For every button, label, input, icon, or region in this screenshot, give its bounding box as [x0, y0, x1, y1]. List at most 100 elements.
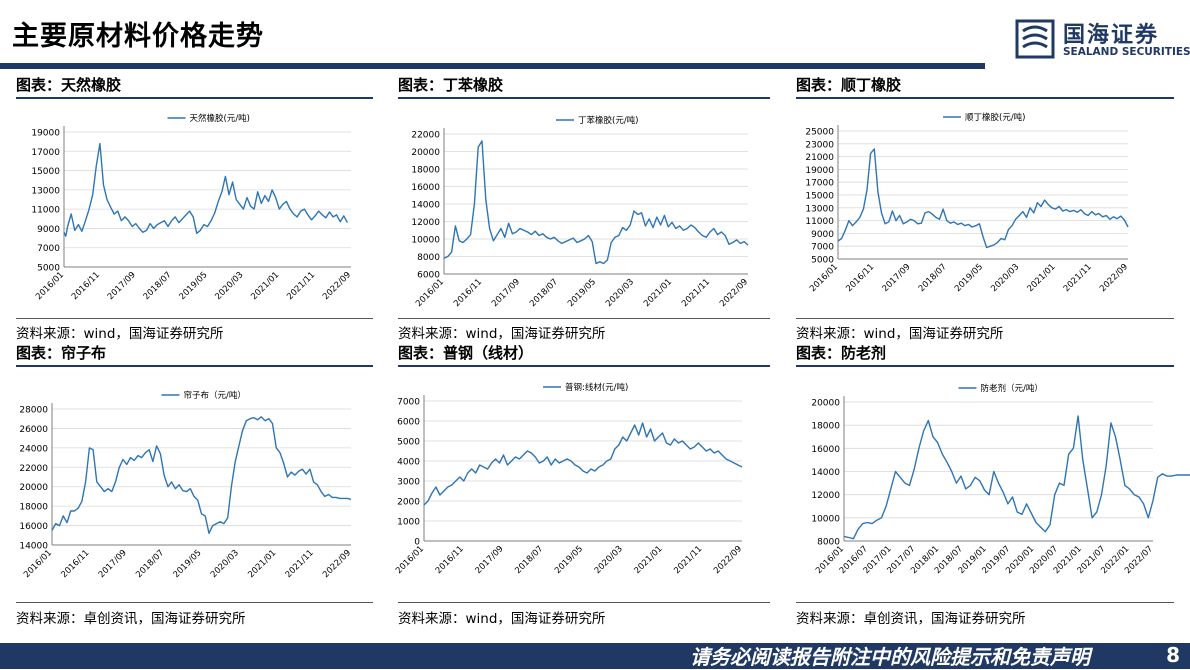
source-note: 资料来源：wind，国海证券研究所 [16, 326, 224, 342]
legend-label: 丁苯橡胶(元/吨) [578, 115, 639, 126]
y-tick-label: 22000 [19, 464, 48, 474]
y-tick-label: 8000 [417, 253, 440, 263]
x-tick-label: 2021/11 [672, 544, 704, 576]
x-tick-label: 2022/09 [718, 277, 750, 309]
source-note: 资料来源：wind，国海证券研究所 [796, 326, 1004, 342]
y-tick-label: 20000 [19, 483, 48, 493]
y-tick-label: 11000 [31, 206, 60, 216]
x-tick-label: 2022/09 [321, 270, 353, 302]
legend-label: 帘子布（元/吨） [184, 390, 246, 401]
series-line [843, 415, 1190, 540]
x-tick-label: 2016/11 [434, 544, 466, 576]
panel-title-sbr: 图表：丁苯橡胶 [398, 76, 504, 94]
y-tick-label: 16000 [811, 445, 840, 455]
legend-label: 防老剂（元/吨） [981, 383, 1043, 394]
source-rule [398, 318, 770, 319]
legend-label: 天然橡胶(元/吨) [190, 113, 251, 124]
y-tick-label: 18000 [411, 166, 440, 176]
x-tick-label: 2018/07 [528, 277, 560, 309]
y-tick-label: 14000 [19, 542, 48, 552]
y-tick-label: 11000 [805, 217, 834, 227]
chart-sbr: 6000 8000 10000 12000 14000 16000 18000 20000 22… [398, 104, 770, 318]
y-tick-label: 2000 [397, 498, 420, 508]
x-tick-label: 2018/07 [134, 548, 166, 580]
title-divider [0, 63, 985, 69]
y-tick-label: 21000 [805, 153, 834, 163]
panel-title-antioxidant: 图表：防老剂 [796, 344, 887, 362]
company-logo: 国海证券 SEALAND SECURITIES [1015, 17, 1190, 62]
x-tick-label: 2022/09 [321, 548, 353, 580]
x-tick-label: 2022/09 [712, 544, 744, 576]
sealand-logo-icon [1015, 19, 1055, 59]
footer-bar: 请务必阅读报告附注中的风险提示和免责声明 8 [0, 643, 1190, 669]
series-line [837, 148, 1129, 249]
y-tick-label: 10000 [411, 236, 440, 246]
x-tick-label: 2017/09 [97, 548, 129, 580]
panel-title-tire-cord: 图表：帘子布 [16, 344, 107, 362]
x-tick-label: 2019/05 [178, 270, 210, 302]
y-tick-label: 20000 [811, 399, 840, 409]
y-tick-label: 7000 [397, 398, 420, 408]
y-tick-label: 5000 [397, 438, 420, 448]
y-tick-label: 3000 [397, 478, 420, 488]
x-tick-label: 2016/11 [70, 270, 102, 302]
y-tick-label: 26000 [19, 425, 48, 435]
panel-title-steel-wire: 图表：普钢（线材） [398, 344, 534, 362]
y-tick-label: 18000 [19, 503, 48, 513]
x-tick-label: 2021/11 [284, 548, 316, 580]
x-tick-label: 2020/03 [213, 270, 245, 302]
panel-rule [796, 365, 1174, 367]
chart-tire-cord: 14000 16000 18000 20000 22000 24000 26000 28000… [16, 372, 373, 601]
y-tick-label: 16000 [19, 522, 48, 532]
y-tick-label: 24000 [19, 444, 48, 454]
y-tick-label: 19000 [805, 166, 834, 176]
y-tick-label: 9000 [811, 230, 834, 240]
y-tick-label: 10000 [811, 514, 840, 524]
x-tick-label: 2020/03 [604, 277, 636, 309]
series-line [443, 140, 749, 265]
logo-text-cn: 国海证券 [1063, 23, 1160, 48]
x-tick-label: 2019/05 [172, 548, 204, 580]
legend-label: 顺丁橡胶(元/吨) [965, 112, 1026, 123]
logo-text-en: SEALAND SECURITIES [1063, 46, 1190, 58]
chart-natural-rubber: 5000 7000 9000 11000 13000 15000 17000 19000 201… [16, 104, 373, 318]
x-tick-label: 2017/09 [490, 277, 522, 309]
series-line [423, 422, 743, 506]
x-tick-label: 2021/11 [285, 270, 317, 302]
legend-label: 普钢:线材(元/吨) [565, 382, 628, 393]
y-tick-label: 7000 [37, 244, 60, 254]
chart-steel-wire: 0 1000 2000 3000 4000 5000 6000 7000 2016/01 2016… [394, 372, 770, 601]
x-tick-label: 2021/01 [246, 548, 278, 580]
series-line [63, 142, 349, 237]
source-rule [16, 318, 373, 319]
series-line [51, 416, 352, 534]
x-tick-label: 2018/07 [513, 544, 545, 576]
x-tick-label: 2016/11 [59, 548, 91, 580]
x-tick-label: 2019/05 [953, 262, 985, 294]
x-tick-label: 2017/09 [106, 270, 138, 302]
y-tick-label: 28000 [19, 406, 48, 416]
x-tick-label: 2019/05 [553, 544, 585, 576]
x-tick-label: 2019/05 [566, 277, 598, 309]
x-tick-label: 2021/11 [680, 277, 712, 309]
x-tick-label: 2020/03 [989, 262, 1021, 294]
y-tick-label: 25000 [805, 128, 834, 138]
panel-title-br: 图表：顺丁橡胶 [796, 76, 902, 94]
y-tick-label: 22000 [411, 131, 440, 141]
x-tick-label: 2016/01 [34, 270, 66, 302]
x-tick-label: 2016/01 [394, 544, 426, 576]
y-tick-label: 0 [414, 538, 420, 548]
x-tick-label: 2021/01 [633, 544, 665, 576]
source-note: 资料来源：wind，国海证券研究所 [398, 326, 606, 342]
y-tick-label: 5000 [37, 264, 60, 274]
source-note: 资料来源：wind，国海证券研究所 [398, 611, 606, 627]
y-tick-label: 20000 [411, 148, 440, 158]
y-tick-label: 18000 [811, 422, 840, 432]
y-tick-label: 8000 [817, 538, 840, 548]
y-tick-label: 14000 [811, 468, 840, 478]
y-tick-label: 12000 [411, 218, 440, 228]
y-tick-label: 1000 [397, 518, 420, 528]
y-tick-label: 17000 [805, 179, 834, 189]
panel-title-natural-rubber: 图表：天然橡胶 [16, 76, 122, 94]
y-tick-label: 6000 [417, 271, 440, 281]
